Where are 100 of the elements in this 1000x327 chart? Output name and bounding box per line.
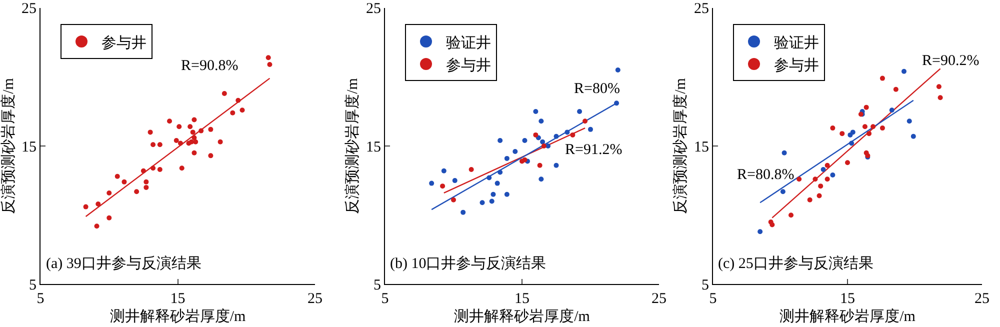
point [824, 162, 830, 168]
point [174, 138, 179, 143]
x-tick-label: 25 [974, 291, 990, 308]
point [440, 184, 446, 189]
point [267, 62, 272, 67]
point [208, 153, 214, 158]
series-label: R=91.2% [565, 142, 622, 158]
point [192, 150, 197, 156]
x-tick-label: 15 [170, 291, 186, 308]
point [176, 124, 182, 130]
point [460, 210, 466, 215]
series-label: R=80% [574, 81, 620, 97]
point [144, 179, 149, 184]
x-tick-label: 15 [840, 291, 855, 308]
point [452, 178, 458, 184]
point [480, 200, 485, 206]
point [816, 193, 822, 198]
x-axis-title: 测井解释砂岩厚度/m [780, 308, 916, 326]
point [936, 84, 942, 90]
point [796, 176, 802, 182]
point [96, 202, 101, 207]
y-tick-label: 15 [694, 139, 709, 156]
legend-label: 参与井 [102, 34, 146, 52]
point [554, 162, 559, 168]
series-label: R=80.8% [737, 167, 794, 183]
point [504, 156, 510, 161]
point [150, 166, 156, 171]
point [157, 166, 162, 172]
point [218, 139, 223, 144]
point [157, 142, 162, 148]
point [179, 166, 184, 171]
x-tick-label: 25 [652, 291, 666, 308]
y-tick-label: 5 [374, 277, 381, 294]
point [820, 166, 826, 172]
point [150, 142, 156, 148]
point [564, 130, 570, 135]
y-tick-label: 15 [22, 139, 36, 156]
point [840, 131, 845, 136]
point [193, 139, 198, 144]
point [106, 190, 112, 196]
point [134, 189, 140, 194]
point [106, 215, 112, 220]
point [533, 132, 538, 138]
annotation: (a) 39口井参与反演结果 [46, 255, 202, 272]
point [577, 108, 582, 114]
point [849, 140, 854, 146]
y-tick-label: 25 [22, 1, 36, 18]
y-tick-label: 15 [366, 139, 381, 156]
point [830, 172, 836, 178]
point [540, 139, 546, 144]
point [192, 117, 197, 122]
point [554, 134, 559, 139]
series-label: R=90.2% [922, 53, 980, 69]
point [538, 176, 544, 182]
x-tick-label: 25 [308, 291, 322, 308]
point [880, 126, 885, 131]
point [615, 68, 620, 73]
point [451, 197, 456, 202]
point [788, 212, 794, 218]
legend-label: 验证井 [446, 34, 491, 52]
x-axis-title: 测井解释砂岩厚度/m [110, 308, 246, 326]
point [537, 162, 542, 168]
point [190, 130, 196, 135]
point [236, 98, 241, 103]
point [522, 138, 528, 143]
point [486, 175, 492, 180]
point [807, 197, 812, 202]
point [588, 126, 593, 132]
legend-label: 验证井 [774, 34, 819, 52]
point [541, 144, 546, 149]
point [866, 131, 872, 136]
point [522, 157, 528, 162]
point [812, 176, 818, 182]
point [893, 86, 898, 92]
point [504, 192, 510, 197]
point [222, 91, 227, 96]
point [938, 95, 943, 100]
point [864, 104, 869, 110]
y-tick-label: 5 [702, 277, 709, 294]
point [192, 135, 197, 140]
point [910, 134, 916, 139]
point [468, 166, 474, 172]
x-tick-label: 15 [514, 291, 530, 308]
point [208, 126, 214, 132]
point [429, 180, 434, 186]
point [266, 55, 271, 60]
point [824, 176, 830, 182]
point [230, 110, 236, 116]
point [188, 124, 193, 130]
point [582, 118, 588, 124]
annotation: (b) 10口井参与反演结果 [390, 255, 546, 272]
point [489, 198, 494, 204]
series-label: R=90.8% [181, 58, 238, 74]
point [830, 126, 836, 131]
point [758, 229, 763, 234]
point [614, 100, 620, 106]
y-tick-label: 5 [29, 277, 36, 294]
point [178, 140, 183, 146]
point [94, 224, 100, 229]
y-axis-title: 反演预测砂岩厚度/m [0, 78, 17, 214]
